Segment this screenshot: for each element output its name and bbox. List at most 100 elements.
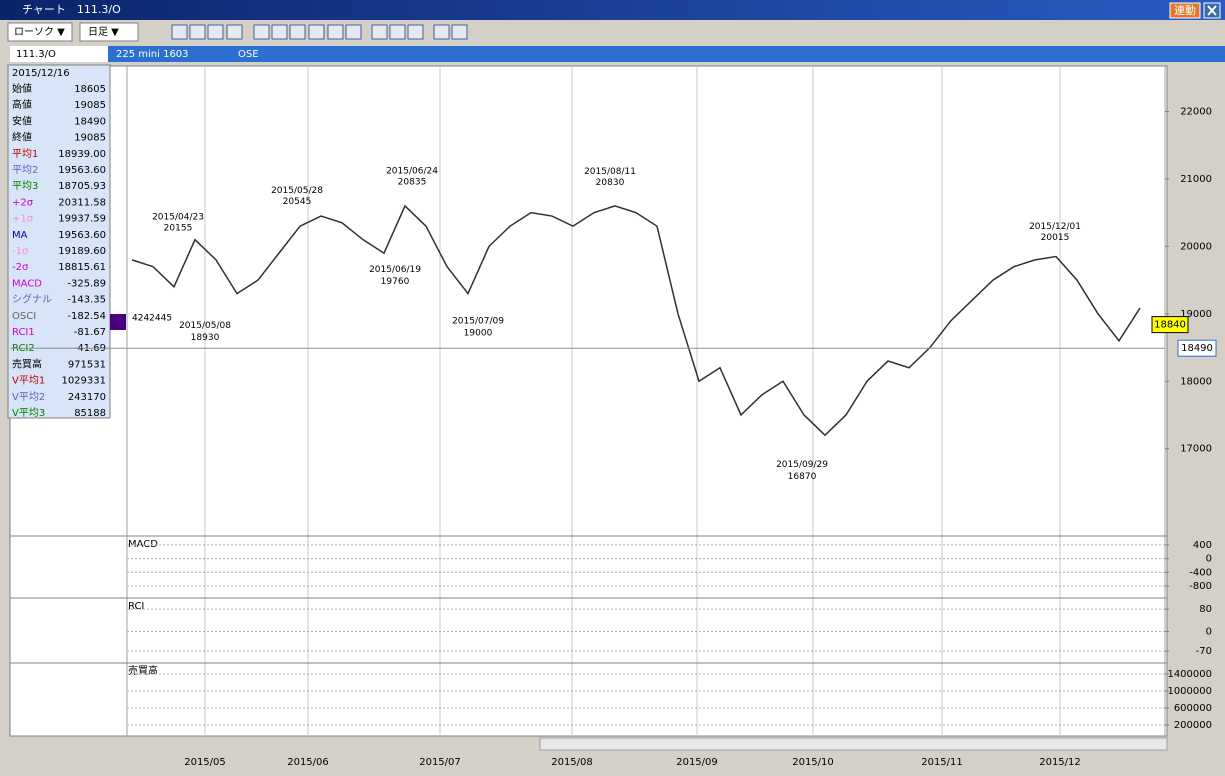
info-value: -325.89 bbox=[67, 278, 106, 289]
toolbar-icon bbox=[327, 24, 344, 40]
info-label: +2σ bbox=[12, 197, 34, 208]
window-title: チャート 111.3/O bbox=[22, 3, 121, 16]
info-value: 18490 bbox=[74, 116, 106, 127]
info-value: 19085 bbox=[74, 133, 106, 144]
info-label: 安値 bbox=[12, 114, 32, 127]
annotation-value: 18930 bbox=[191, 333, 220, 343]
symbol: 111.3/O bbox=[16, 49, 56, 60]
y-tick-label: 0 bbox=[1206, 626, 1212, 637]
info-value: 18939.00 bbox=[58, 149, 106, 160]
close-icon[interactable] bbox=[1207, 5, 1217, 16]
info-value: -143.35 bbox=[67, 295, 106, 306]
info-label: 平均3 bbox=[12, 180, 38, 192]
y-tick-label: -70 bbox=[1196, 646, 1212, 657]
annotation-value: 19760 bbox=[381, 277, 410, 287]
link-label[interactable]: 連動 bbox=[1174, 3, 1196, 17]
annotation-date: 2015/06/24 bbox=[386, 167, 438, 177]
y-tick-label: 1400000 bbox=[1167, 669, 1212, 680]
info-label: 高値 bbox=[12, 98, 32, 111]
annotation-value: 19000 bbox=[464, 328, 493, 338]
y-tick-label: 22000 bbox=[1180, 107, 1212, 118]
y-tick-label: 20000 bbox=[1180, 241, 1212, 252]
info-date: 2015/12/16 bbox=[12, 68, 70, 79]
info-label: V平均1 bbox=[12, 375, 45, 387]
scrollbar[interactable] bbox=[539, 737, 1168, 751]
info-label: MA bbox=[12, 230, 28, 241]
x-tick-label: 2015/09 bbox=[676, 757, 718, 768]
y-tick-label: 21000 bbox=[1180, 174, 1212, 185]
period-label[interactable]: 日足 ▼ bbox=[88, 26, 119, 38]
info-value: 18815.61 bbox=[58, 262, 106, 273]
reference-label: 18490 bbox=[1181, 343, 1213, 354]
toolbar-icon bbox=[171, 24, 188, 40]
info-value: -182.54 bbox=[67, 311, 106, 322]
left-label: 4242445 bbox=[132, 314, 172, 324]
x-tick-label: 2015/11 bbox=[921, 757, 963, 768]
annotation-value: 20155 bbox=[164, 223, 193, 233]
contract: 225 mini 1603 bbox=[116, 49, 189, 60]
toolbar-icon bbox=[207, 24, 224, 40]
plot-area bbox=[9, 65, 1168, 737]
period-dropdown[interactable] bbox=[79, 22, 139, 42]
style-label[interactable]: ローソク ▼ bbox=[14, 26, 65, 38]
toolbar-icon bbox=[253, 24, 270, 40]
info-value: 243170 bbox=[68, 392, 106, 403]
info-value: 19563.60 bbox=[58, 165, 106, 176]
info-label: シグナル bbox=[12, 293, 52, 306]
info-value: 19085 bbox=[74, 100, 106, 111]
info-value: 19563.60 bbox=[58, 230, 106, 241]
info-label: 平均2 bbox=[12, 164, 38, 176]
y-tick-label: 200000 bbox=[1174, 720, 1212, 731]
annotation-date: 2015/09/29 bbox=[776, 460, 828, 470]
title-bar bbox=[0, 0, 1225, 20]
info-label: -2σ bbox=[12, 262, 29, 273]
info-label: 平均1 bbox=[12, 148, 38, 160]
info-panel bbox=[7, 64, 111, 419]
y-tick-label: -800 bbox=[1189, 581, 1212, 592]
style-dropdown[interactable] bbox=[7, 22, 73, 42]
y-tick-label: 1000000 bbox=[1167, 686, 1212, 697]
panel-title: RCI bbox=[128, 601, 144, 612]
y-tick-label: 600000 bbox=[1174, 703, 1212, 714]
toolbar-icon bbox=[226, 24, 243, 40]
reference-box bbox=[1177, 339, 1217, 357]
symbol-bar bbox=[108, 46, 1225, 62]
price-line bbox=[131, 204, 1141, 437]
toolbar-icons bbox=[171, 24, 468, 40]
toolbar-icon bbox=[389, 24, 406, 40]
info-label: 売買高 bbox=[12, 357, 42, 370]
y-tick-label: 80 bbox=[1199, 604, 1212, 615]
info-value: 1029331 bbox=[61, 376, 106, 387]
link-button[interactable] bbox=[1169, 2, 1201, 19]
x-tick-label: 2015/05 bbox=[184, 757, 226, 768]
toolbar-icon bbox=[345, 24, 362, 40]
toolbar-icon bbox=[451, 24, 468, 40]
info-label: 始値 bbox=[12, 82, 32, 95]
info-label: +1σ bbox=[12, 214, 34, 225]
last-price-label: 18840 bbox=[1154, 320, 1186, 331]
annotation-date: 2015/04/23 bbox=[152, 212, 204, 222]
toolbar-icon bbox=[371, 24, 388, 40]
toolbar-icon bbox=[433, 24, 450, 40]
info-label: MACD bbox=[12, 278, 42, 289]
last-price-box bbox=[1151, 316, 1189, 334]
annotation-value: 16870 bbox=[788, 472, 817, 482]
info-value: 19937.59 bbox=[58, 214, 106, 225]
annotation-value: 20015 bbox=[1041, 233, 1070, 243]
toolbar-icon bbox=[189, 24, 206, 40]
info-label: V平均2 bbox=[12, 391, 45, 403]
annotation-date: 2015/08/11 bbox=[584, 167, 636, 177]
annotation-date: 2015/05/08 bbox=[179, 321, 231, 331]
exchange: OSE bbox=[238, 49, 259, 60]
info-value: 18605 bbox=[74, 84, 106, 95]
y-tick-label: 400 bbox=[1193, 540, 1212, 551]
toolbar-icon bbox=[308, 24, 325, 40]
annotation-value: 20835 bbox=[398, 178, 427, 188]
y-tick-label: 17000 bbox=[1180, 444, 1212, 455]
y-tick-label: -400 bbox=[1189, 567, 1212, 578]
info-label: 終値 bbox=[12, 131, 32, 144]
left-marker bbox=[110, 314, 126, 330]
annotation-date: 2015/12/01 bbox=[1029, 222, 1081, 232]
annotation-date: 2015/06/19 bbox=[369, 265, 421, 275]
